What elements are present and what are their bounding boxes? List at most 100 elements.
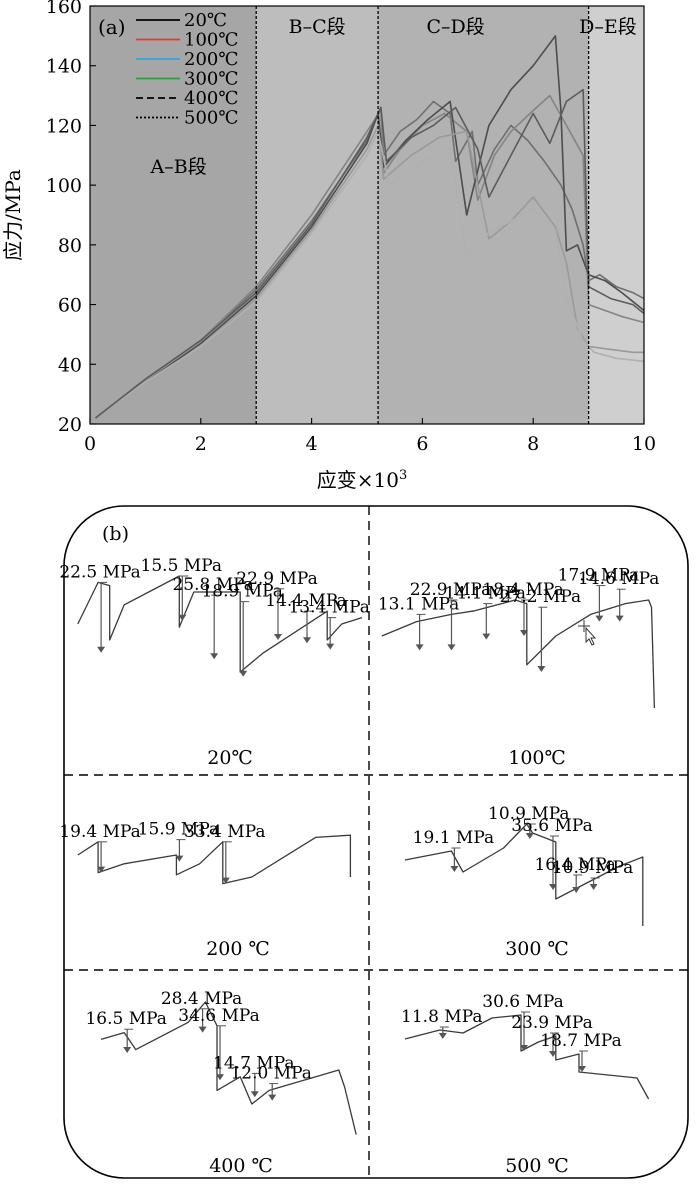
temperature-label: 300 ℃ [505,938,569,960]
drop-label: 15.9 MPa [138,820,219,840]
drop-label: 10.9 MPa [552,858,633,878]
drop-label: 18.4 MPa [482,580,563,600]
drop-label: 14.6 MPa [578,569,659,589]
stress-trace [404,823,644,926]
series-lines [95,35,645,419]
axis-ticks: 0 2 4 6 8 10 20 40 60 80 100 120 140 160 [46,0,656,455]
legend-label-1: 20℃ [184,10,227,31]
series-line-5 [95,130,645,419]
stage-label-4: D–E段 [579,16,637,38]
drop-arrowhead [210,653,219,660]
drop-label: 35.6 MPa [511,816,592,836]
panel-b-frame [63,505,689,1179]
drop-arrowhead [589,884,598,890]
series-line-3 [95,35,645,419]
temperature-label: 400 ℃ [209,1155,273,1177]
y-tick-label: 20 [58,414,82,436]
legend-label-5: 400℃ [184,88,239,109]
drop-label: 18.9 MPa [201,582,282,602]
stress-strain-chart: 0 2 4 6 8 10 20 40 60 80 100 120 140 160 A–B段 B–C段 C–D段… [1,0,656,492]
drop-label: 27.2 MPa [500,587,581,607]
drop-label: 22.5 MPa [59,562,140,582]
drop-label: 30.6 MPa [482,992,563,1012]
stage-labels: A–B段 B–C段 C–D段 D–E段 [150,16,637,178]
drop-arrowhead [97,646,106,653]
temperature-label: 100℃ [508,747,566,769]
drop-arrowhead [326,643,335,650]
drop-arrowhead [123,1047,132,1053]
drop-arrowhead [303,637,311,644]
drop-arrowhead [216,1074,224,1081]
drop-arrowhead [549,1051,557,1057]
drop-arrowhead [447,644,456,651]
drop-arrowhead [221,877,230,884]
x-axis-label: 应变×103 [317,468,408,492]
drop-label: 14.1 MPa [445,584,526,604]
x-tick-label: 2 [195,433,207,455]
stage-region-1 [90,6,257,424]
drop-arrowhead [549,884,557,890]
stress-trace [404,1014,650,1100]
x-tick-label: 0 [84,433,96,455]
legend-label-2: 100℃ [184,30,239,51]
drop-arrowhead [268,1094,277,1101]
drop-arrowhead [537,666,546,672]
series-line-6 [95,88,645,419]
stage-region-4 [588,6,644,424]
y-tick-label: 40 [58,354,82,376]
y-tick-label: 60 [58,295,82,317]
y-tick-label: 80 [58,235,82,257]
stress-trace [381,599,656,709]
drop-label: 28.4 MPa [161,989,242,1009]
x-axis-label-text: 应变×10 [317,468,399,492]
stage-label-3: C–D段 [426,16,484,38]
drop-label: 14.4 MPa [265,591,346,611]
temperature-label: 200 ℃ [206,938,270,960]
drop-arrowhead [274,634,282,640]
panel-label-a: (a) [98,15,126,39]
drop-label: 11.8 MPa [401,1007,482,1027]
drop-label: 34.6 MPa [178,1006,259,1026]
temperature-label: 20℃ [207,747,252,769]
drop-label: 18.7 MPa [540,1031,621,1051]
drop-label: 22.9 MPa [410,580,491,600]
drop-label: 15.5 MPa [141,556,222,576]
stage-label-1: A–B段 [150,156,207,178]
stress-trace [77,834,352,885]
drop-label: 14.7 MPa [213,1053,294,1073]
plot-frame [89,5,645,425]
drop-arrowhead [239,670,248,677]
drop-label: 22.9 MPa [236,569,317,589]
stage-label-2: B–C段 [289,16,346,38]
drop-arrowhead [482,633,491,640]
drop-arrowhead [438,1033,447,1039]
drop-label: 10.9 MPa [488,804,569,824]
drop-label: 16.4 MPa [534,855,615,875]
drop-label: 19.4 MPa [59,822,140,842]
drop-label: 17.9 MPa [558,566,639,586]
drop-arrowhead [97,866,106,873]
drop-arrowhead [250,1091,259,1098]
y-tick-label: 120 [46,115,82,137]
drop-label: 33.4 MPa [184,822,265,842]
panel-label-b: (b) [102,523,129,545]
legend-label-4: 300℃ [184,69,239,90]
drop-label: 16.5 MPa [85,1009,166,1029]
temperature-label: 500 ℃ [505,1155,569,1177]
drop-label: 23.9 MPa [511,1013,592,1033]
x-tick-label: 4 [306,433,318,455]
drop-arrowhead [178,614,187,621]
x-tick-label: 6 [416,433,428,455]
drop-arrowhead [450,866,459,872]
y-tick-label: 160 [46,0,82,18]
drop-arrowhead [520,1045,528,1051]
drop-arrowhead [520,630,528,636]
